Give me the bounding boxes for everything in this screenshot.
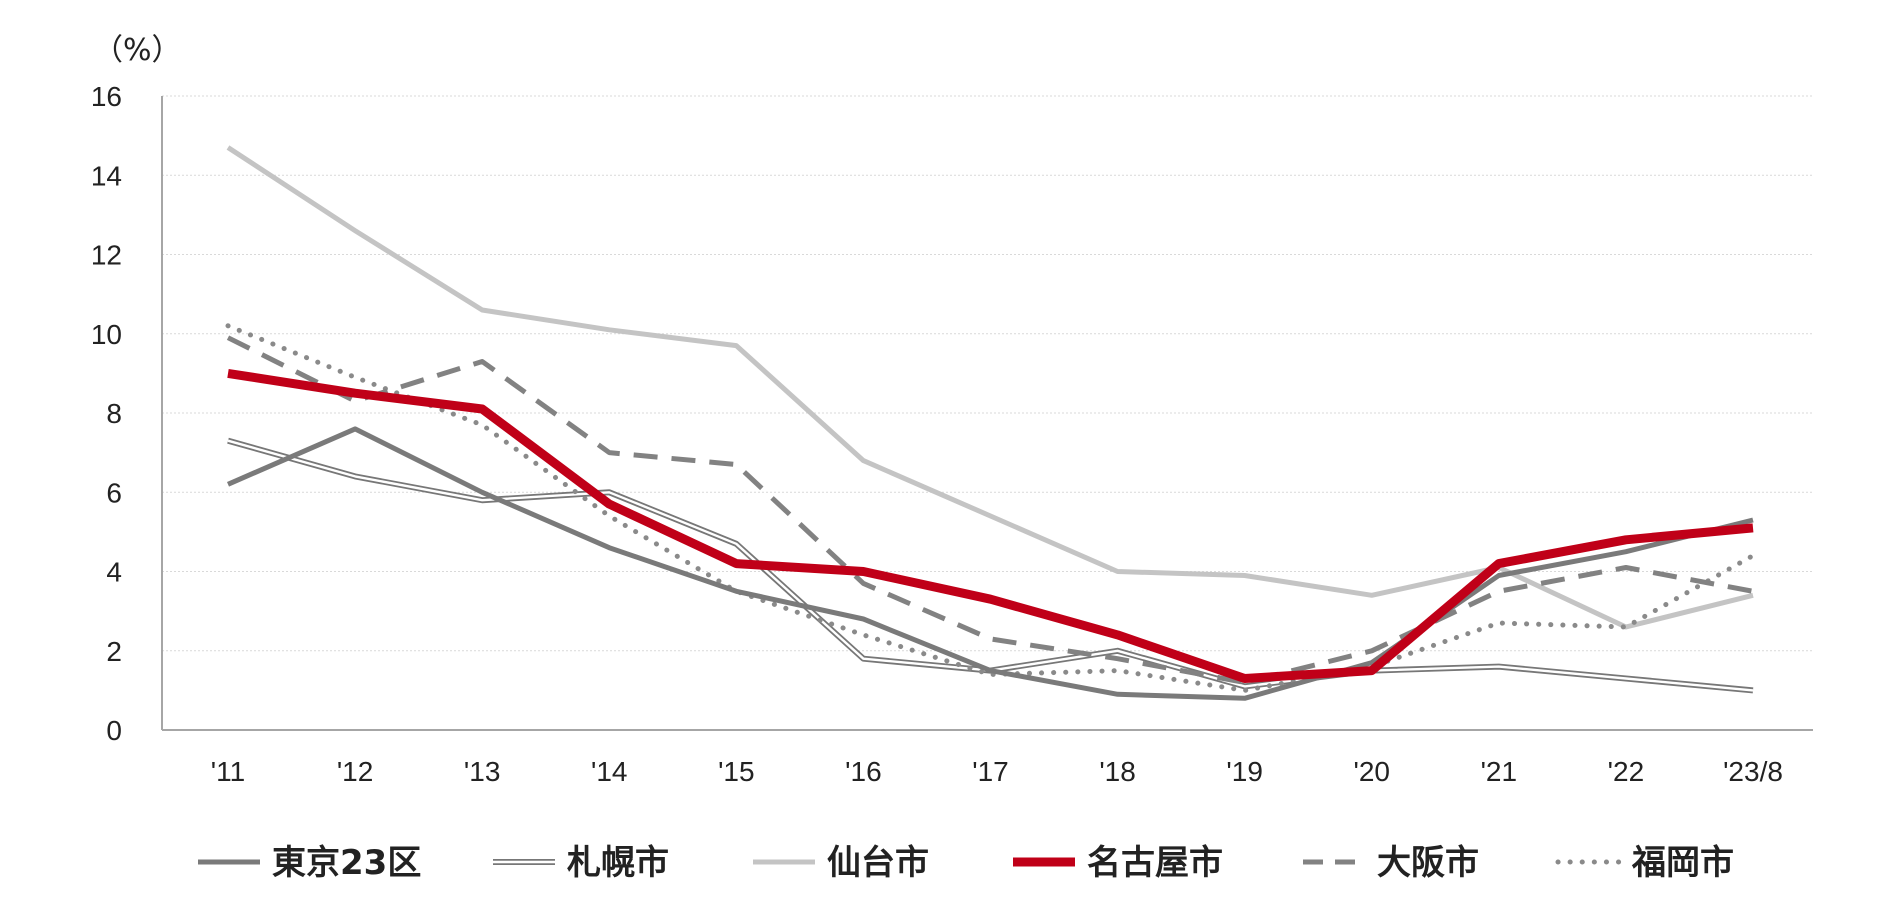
legend-label: 大阪市 [1377, 843, 1479, 883]
x-tick-label: '14 [591, 756, 628, 787]
legend-label: 福岡市 [1631, 843, 1734, 883]
x-tick-label: '12 [337, 756, 374, 787]
x-tick-label: '11 [211, 756, 245, 787]
gridlines [162, 95, 1813, 652]
legend-item: 札幌市 [493, 843, 669, 883]
x-tick-label: '16 [845, 756, 882, 787]
series-5 [226, 335, 1754, 685]
y-tick-label: 4 [106, 557, 122, 588]
legend-item: 福岡市 [1555, 843, 1734, 883]
x-tick-label: '21 [1481, 756, 1518, 787]
series-lines [225, 145, 1756, 701]
legend-item: 仙台市 [753, 843, 929, 883]
legend: 東京23区 札幌市 仙台市 名古屋市 大阪市 福岡市 [198, 843, 1734, 883]
legend-item: 大阪市 [1303, 843, 1479, 883]
series-line [227, 426, 1754, 701]
y-axis-ticks: 0 2 4 6 8 10 12 14 16 [91, 81, 122, 746]
x-axis-ticks: '11 '12 '13 '14 '15 '16 '17 '18 '19 '20 '21 '22 '23/… [211, 756, 1783, 787]
y-tick-label: 2 [106, 636, 122, 667]
legend-label: 名古屋市 [1087, 843, 1223, 883]
legend-item: 東京23区 [198, 843, 421, 883]
legend-item: 名古屋市 [1013, 843, 1223, 883]
x-tick-label: '20 [1354, 756, 1391, 787]
y-tick-label: 16 [91, 81, 122, 112]
y-tick-label: 12 [91, 240, 122, 271]
legend-label: 東京23区 [272, 843, 421, 883]
y-tick-label: 6 [106, 477, 122, 508]
series-4 [227, 368, 1754, 683]
x-tick-label: '13 [464, 756, 501, 787]
y-tick-label: 10 [91, 319, 122, 350]
y-tick-label: 8 [106, 398, 122, 429]
series-line [226, 335, 1754, 685]
x-tick-label: '15 [718, 756, 755, 787]
axes [161, 96, 1813, 731]
x-tick-label: '23/8 [1723, 756, 1783, 787]
series-1 [227, 426, 1754, 701]
legend-label: 札幌市 [567, 843, 669, 883]
series-line [225, 323, 1756, 693]
series-line [227, 368, 1754, 683]
y-tick-label: 0 [106, 715, 122, 746]
unit-label: （%） [93, 33, 182, 68]
x-tick-label: '18 [1099, 756, 1136, 787]
x-tick-label: '22 [1608, 756, 1645, 787]
x-tick-label: '17 [972, 756, 1009, 787]
y-tick-label: 14 [91, 160, 122, 191]
x-tick-label: '19 [1226, 756, 1263, 787]
legend-label: 仙台市 [827, 843, 929, 883]
series-6 [225, 323, 1756, 693]
